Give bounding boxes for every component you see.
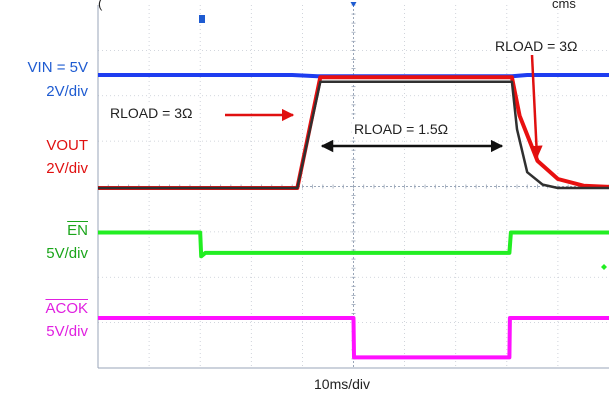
arrow-rload-3ohm-right <box>530 54 543 159</box>
acok-scale-label: 5V/div <box>46 323 88 340</box>
acok-label: ACOK <box>45 300 88 317</box>
trigger-level-marker <box>199 15 205 23</box>
vout-scale-label: 2V/div <box>46 160 88 177</box>
vout-label: VOUT <box>46 137 88 154</box>
annotation-arrows <box>225 54 543 159</box>
traces <box>98 73 609 360</box>
chart-header: ( <box>98 0 103 11</box>
trigger-markers <box>199 2 607 270</box>
vin-scale-label: 2V/div <box>46 83 88 100</box>
annotation-rload-3ohm-left: RLOAD = 3Ω <box>108 105 195 121</box>
x-axis-label: 10ms/div <box>314 376 371 392</box>
en-trace <box>98 230 609 259</box>
trigger-position-marker <box>350 2 357 7</box>
en-scale-label: 5V/div <box>46 245 88 262</box>
vin-label: VIN = 5V <box>27 59 88 76</box>
vout-trace-1p5ohm <box>98 80 609 190</box>
acok-trace <box>98 316 609 360</box>
en-level-marker <box>601 264 607 270</box>
annotation-rload-3ohm-right: RLOAD = 3Ω <box>493 38 580 54</box>
annotation-rload-1p5ohm: RLOAD = 1.5Ω <box>352 121 451 137</box>
en-label: EN <box>67 222 88 239</box>
chart-header-right: cms <box>552 0 576 11</box>
